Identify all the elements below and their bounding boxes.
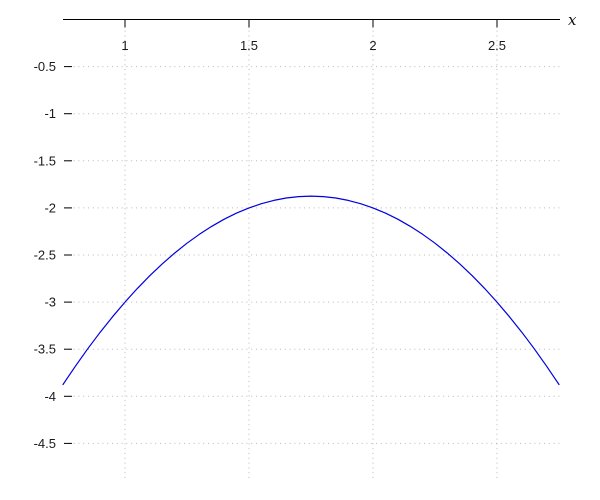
x-axis-ticks	[124, 19, 498, 28]
x-tick-labels: 1 1.5 2 2.5	[121, 38, 506, 53]
y-axis-ticks	[64, 66, 72, 444]
gridlines	[64, 21, 560, 480]
x-tick-label: 1.5	[240, 38, 258, 53]
curve-curve	[62, 195, 560, 386]
y-tick-label: -3.5	[34, 342, 56, 357]
x-tick-label: 2	[369, 38, 376, 53]
y-tick-label: -2	[44, 200, 56, 215]
y-tick-label: -4	[44, 389, 56, 404]
y-tick-label: -1	[44, 106, 56, 121]
y-tick-label: -0.5	[34, 59, 56, 74]
y-tick-label: -3	[44, 295, 56, 310]
y-tick-label: -2.5	[34, 248, 56, 263]
y-tick-label: -4.5	[34, 436, 56, 451]
x-tick-label: 2.5	[488, 38, 506, 53]
x-tick-label: 1	[121, 38, 128, 53]
y-tick-labels: -0.5 -1 -1.5 -2 -2.5 -3 -3.5 -4 -4.5	[34, 59, 56, 451]
y-tick-label: -1.5	[34, 153, 56, 168]
x-axis-label: x	[568, 11, 577, 29]
function-curve	[62, 195, 560, 386]
